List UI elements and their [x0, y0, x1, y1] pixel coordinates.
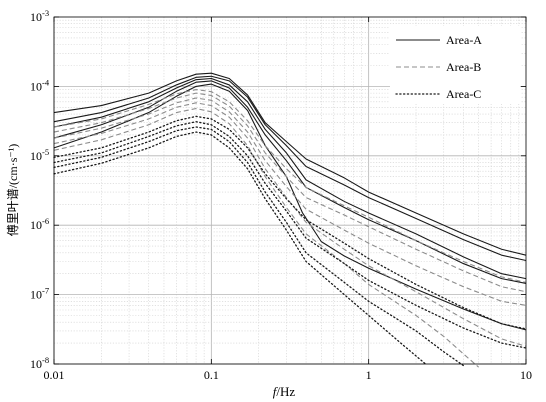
x-axis-label: f/Hz	[273, 384, 296, 399]
y-axis-label: 傅里叶谱/(cm·s⁻¹)	[6, 144, 20, 237]
y-tick-label: 10-6	[30, 216, 49, 232]
legend-label-area-c: Area-C	[446, 87, 481, 101]
series-area-a-curve-2	[53, 75, 527, 262]
plot-frame	[53, 16, 527, 365]
x-tick-label: 0.01	[44, 368, 65, 382]
series-curves	[53, 72, 527, 368]
x-axis-label-italic: f	[273, 384, 279, 399]
series-area-a-curve-1	[53, 72, 527, 256]
legend: Area-A Area-B Area-C	[390, 26, 520, 104]
x-tick-label: 1	[366, 368, 372, 382]
legend-label-area-a: Area-A	[446, 33, 482, 47]
x-tick-label: 0.1	[204, 368, 219, 382]
series-area-a-curve-5	[53, 83, 527, 331]
grid	[53, 17, 526, 365]
x-axis-label-unit: /Hz	[276, 384, 295, 399]
y-tick-label: 10-3	[30, 8, 49, 24]
y-tick-label: 10-8	[30, 355, 49, 371]
series-area-c-curve-1	[53, 115, 527, 330]
series-area-a-curve-3	[53, 77, 527, 280]
series-area-b-curve-1	[53, 89, 527, 283]
series-area-b-curve-3	[53, 97, 527, 306]
y-tick-label: 10-5	[30, 147, 49, 163]
series-area-b-curve-2	[53, 92, 527, 293]
x-tick-label: 10	[520, 368, 532, 382]
series-area-b-curve-5	[53, 107, 480, 368]
y-tick-label: 10-7	[30, 286, 49, 302]
series-area-c-curve-2	[53, 121, 527, 349]
series-area-a-curve-4	[53, 80, 527, 284]
y-tick-label: 10-4	[30, 77, 50, 93]
series-area-c-curve-4	[53, 131, 427, 365]
legend-label-area-b: Area-B	[446, 60, 481, 74]
series-area-b-curve-4	[53, 102, 527, 347]
axis-ticks: 0.01 0.1 1 10 10-8 10-7 10-6 10-5 10-4 10-3	[30, 8, 532, 382]
legend-box	[390, 26, 520, 104]
